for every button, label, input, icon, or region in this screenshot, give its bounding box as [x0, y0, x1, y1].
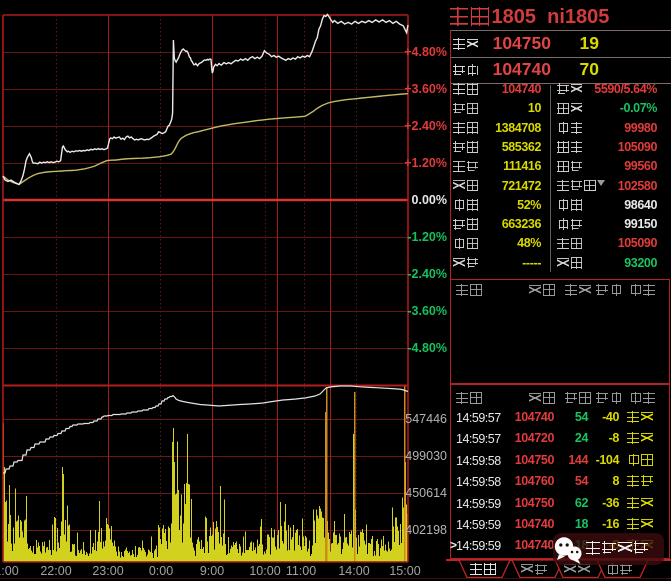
svg-text:450614: 450614	[405, 486, 447, 500]
svg-text:-2.40%: -2.40%	[407, 267, 447, 281]
svg-text:14:00: 14:00	[338, 564, 369, 578]
svg-text:15:00: 15:00	[389, 564, 420, 578]
svg-text:-1.20%: -1.20%	[407, 230, 447, 244]
svg-text:22:00: 22:00	[40, 564, 71, 578]
svg-text:11:00: 11:00	[286, 564, 316, 578]
svg-text:499030: 499030	[405, 449, 447, 463]
svg-text:9:00: 9:00	[200, 564, 224, 578]
svg-text:23:00: 23:00	[92, 564, 123, 578]
svg-text:547446: 547446	[405, 412, 447, 426]
svg-text:-4.80%: -4.80%	[407, 341, 447, 355]
svg-text:0.00%: 0.00%	[412, 193, 447, 207]
svg-text:+4.80%: +4.80%	[404, 45, 447, 59]
svg-text:21:00: 21:00	[0, 564, 19, 578]
svg-text:0:00: 0:00	[149, 564, 173, 578]
svg-text:+3.60%: +3.60%	[404, 82, 447, 96]
svg-text:-3.60%: -3.60%	[407, 304, 447, 318]
svg-text:402198: 402198	[405, 523, 447, 537]
svg-text:+2.40%: +2.40%	[404, 119, 447, 133]
svg-text:+1.20%: +1.20%	[404, 156, 447, 170]
svg-text:10:00: 10:00	[249, 564, 280, 578]
